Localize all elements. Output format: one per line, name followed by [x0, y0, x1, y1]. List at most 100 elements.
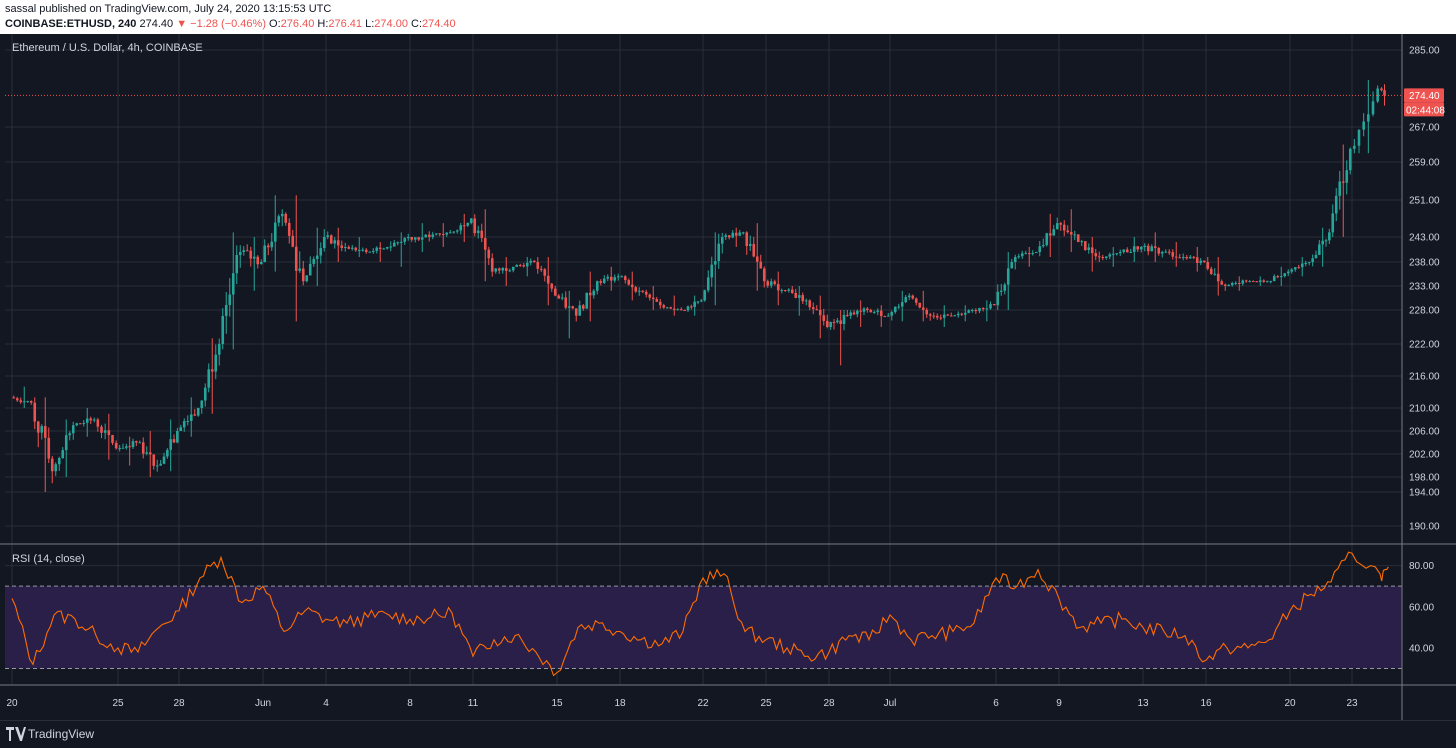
candle-body [1181, 257, 1185, 258]
candle-body [1324, 240, 1328, 242]
candle-body [1006, 268, 1010, 285]
candle-body [1371, 101, 1375, 115]
candle-body [511, 266, 515, 271]
candle-body [312, 259, 316, 264]
candle-body [679, 309, 683, 311]
candle-body [849, 312, 852, 316]
candle-body [252, 256, 256, 259]
candle-body [818, 309, 822, 316]
candle-body [96, 419, 100, 427]
candle-body [114, 442, 118, 449]
time-tick-label: 15 [551, 698, 563, 709]
candle-body [1338, 181, 1342, 196]
candle-body [152, 454, 156, 466]
time-tick-label: Jul [884, 698, 897, 709]
candle-body [815, 309, 819, 311]
candle-body [992, 304, 996, 306]
candle-body [939, 317, 943, 319]
candle-body [588, 292, 592, 296]
candle-body [301, 268, 305, 282]
candle-body [1328, 232, 1331, 241]
candle-body [731, 232, 735, 238]
candle-body [494, 268, 498, 272]
candle-body [1020, 253, 1024, 257]
candle-body [1045, 233, 1049, 246]
candle-body [1153, 246, 1157, 248]
candle-body [1348, 148, 1352, 171]
rsi-tick-label: 60.00 [1409, 602, 1434, 613]
candle-body [616, 276, 620, 278]
candle-body [1290, 269, 1294, 272]
candle-body [350, 247, 354, 249]
candle-body [1010, 262, 1014, 269]
candle-body [29, 401, 33, 403]
tradingview-logo-icon[interactable] [6, 727, 26, 741]
candle-body [602, 278, 606, 283]
candle-body [263, 245, 267, 262]
candle-body [378, 247, 382, 249]
candle-body [630, 284, 634, 288]
price-tick-label: 251.00 [1409, 196, 1440, 207]
candle-body [1122, 249, 1126, 252]
candle-body [203, 387, 207, 401]
candle-body [1286, 271, 1290, 274]
low-label: L: [365, 18, 375, 30]
candle-body [1041, 245, 1045, 247]
candle-body [508, 270, 512, 272]
price-tick-label: 222.00 [1409, 340, 1440, 351]
candle-body [585, 292, 589, 309]
candle-body [179, 427, 183, 431]
candle-body [1136, 246, 1140, 250]
rsi-title: RSI (14, close) [12, 553, 85, 565]
candle-body [946, 314, 950, 316]
price-chart[interactable]: 190.00 194.00 198.00 202.00 206.00 210.00 216.… [0, 34, 1456, 720]
candle-body [54, 464, 58, 472]
candle-body [706, 277, 710, 291]
last-price: 274.40 [139, 18, 174, 30]
candle-body [1376, 88, 1379, 102]
candle-body [26, 401, 30, 403]
candle-body [1230, 283, 1234, 286]
candle-body [518, 265, 522, 267]
candle-body [1164, 251, 1168, 253]
candle-body [822, 315, 826, 321]
countdown-tag [1404, 102, 1444, 117]
candle-body [131, 441, 135, 448]
candle-body [690, 306, 693, 308]
candle-body [727, 235, 731, 238]
candle-body [476, 230, 480, 234]
candle-body [61, 450, 65, 459]
time-tick-label: 20 [1284, 698, 1296, 709]
candle-body [836, 320, 839, 323]
candle-body [634, 287, 638, 292]
candle-body [741, 232, 745, 234]
candle-body [159, 463, 162, 466]
candle-body [1206, 262, 1210, 269]
candle-body [794, 293, 798, 298]
candle-body [57, 458, 61, 465]
candle-body [839, 320, 842, 324]
candle-body [745, 232, 749, 246]
rsi-band-lines [5, 585, 1402, 670]
candle-body [752, 243, 756, 257]
candle-body [1380, 88, 1383, 91]
candle-body [921, 307, 925, 310]
tradingview-brand[interactable]: TradingView [28, 727, 95, 741]
time-tick-label: 16 [1200, 698, 1212, 709]
candle-body [1108, 254, 1112, 257]
candle-body [287, 222, 291, 236]
candle-body [879, 310, 883, 317]
candle-body [1167, 251, 1171, 253]
candle-body [832, 321, 836, 323]
candle-body [305, 275, 309, 282]
candle-body [883, 316, 887, 318]
candle-body [231, 273, 235, 295]
low-value: 274.00 [374, 18, 408, 30]
candle-body [340, 245, 344, 248]
high-value: 276.41 [328, 18, 363, 30]
candle-body [606, 276, 610, 279]
chart-area[interactable]: 190.00 194.00 198.00 202.00 206.00 210.00 216.… [0, 34, 1456, 720]
axes [0, 34, 1456, 720]
close-value: 274.40 [422, 18, 456, 30]
ohlc-legend: COINBASE:ETHUSD, 240 274.40 ▼ −1.28 (−0.… [5, 18, 456, 30]
